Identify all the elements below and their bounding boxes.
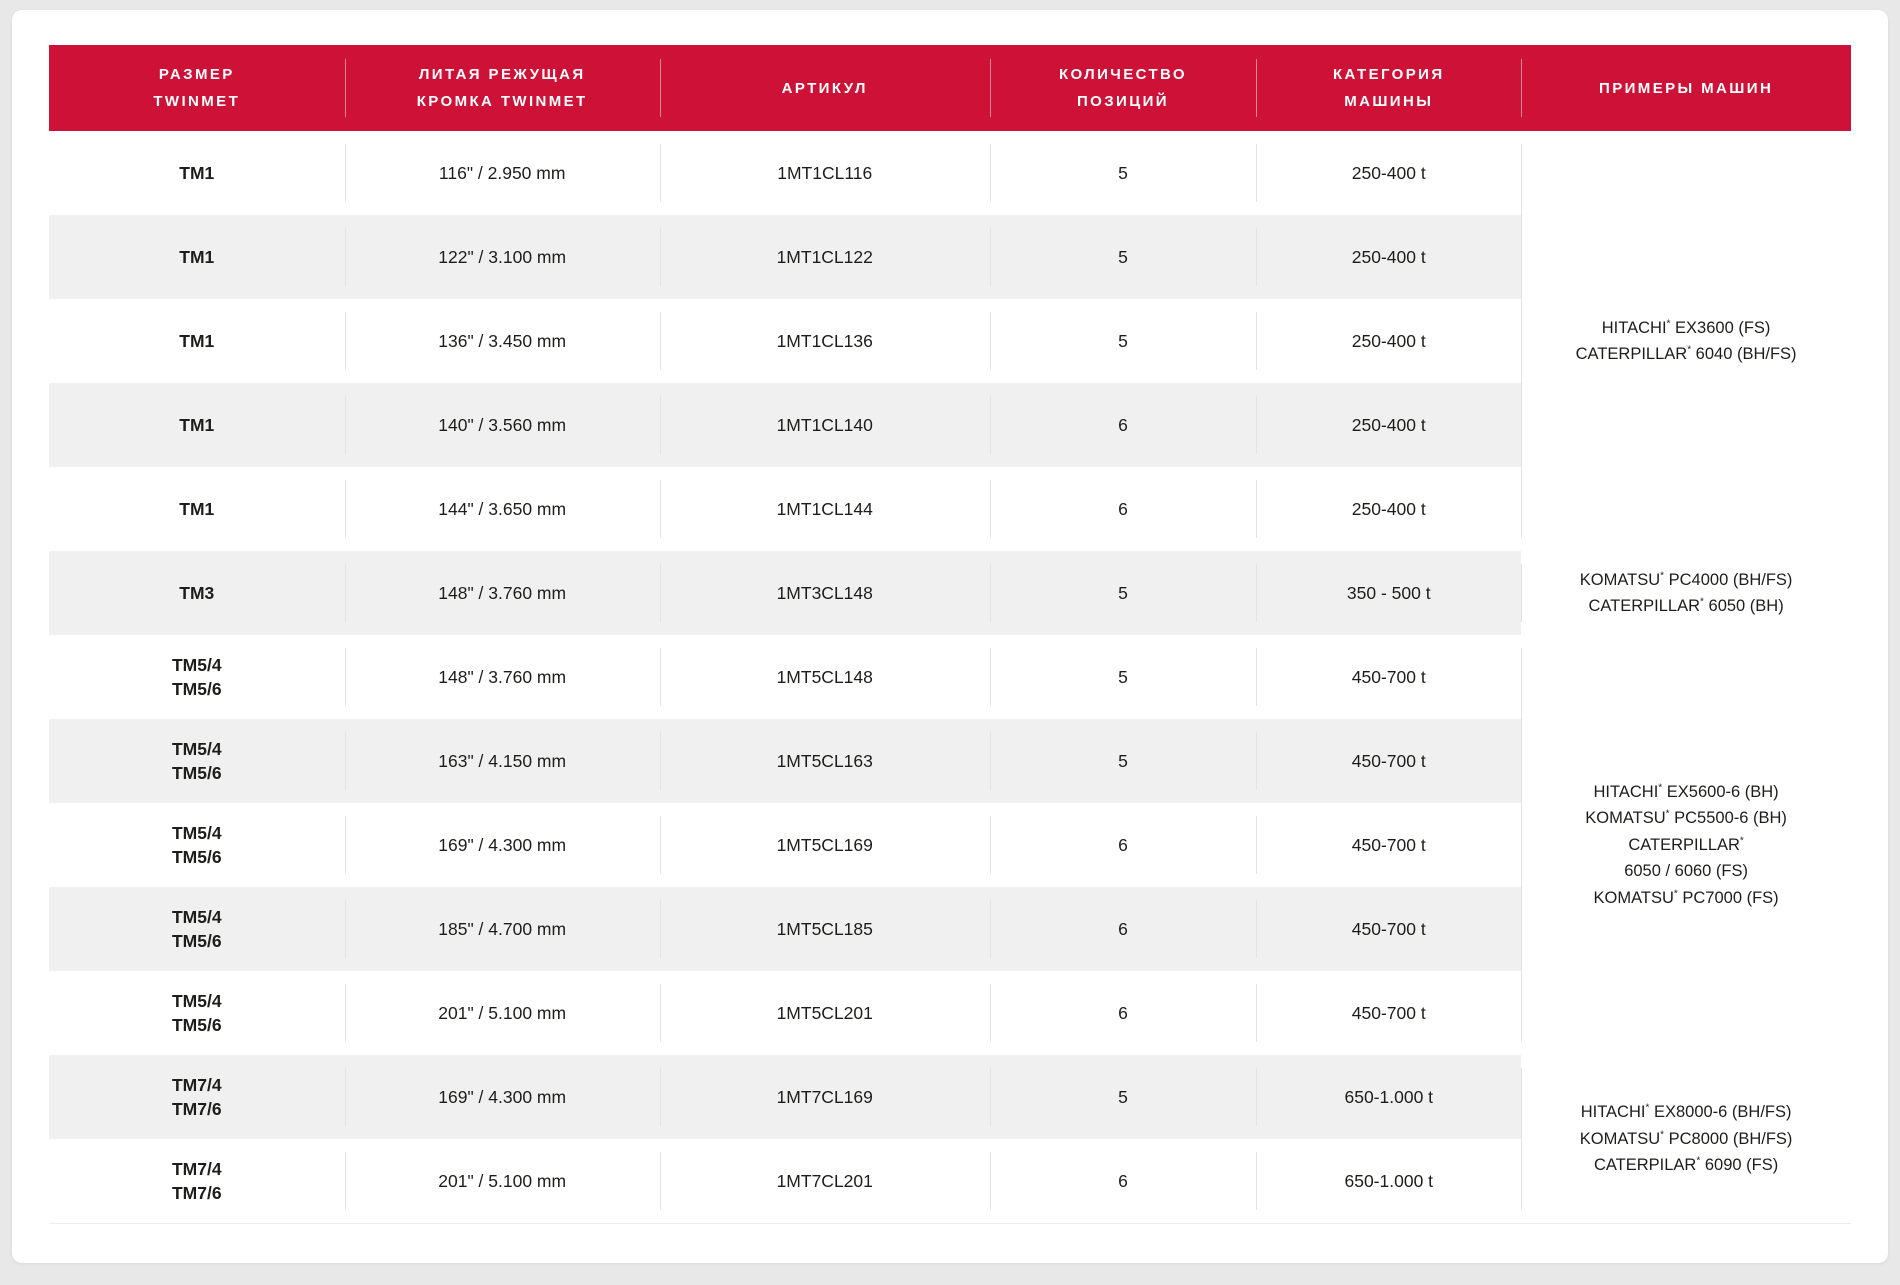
category-cell: 650-1.000 t [1256,1055,1522,1139]
positions-cell: 6 [989,1139,1257,1223]
sku-cell: 1MT5CL148 [659,635,990,719]
table-row: TM7/4 TM7/6 201" / 5.100 mm 1MT7CL201 6 650-1… [49,1139,1851,1223]
cast-edge-cell: 122" / 3.100 mm [344,215,660,299]
column-header-size: РАЗМЕР TWINMET [49,45,345,131]
twinmet-size-table: РАЗМЕР TWINMET ЛИТАЯ РЕЖУЩАЯ КРОМКА TWIN… [49,45,1851,1224]
cast-edge-cell: 136" / 3.450 mm [344,299,660,383]
cast-edge-cell: 201" / 5.100 mm [344,1139,660,1223]
table-body: TM1 116" / 2.950 mm 1MT1CL116 5 250-400 t HIT… [49,131,1851,1223]
cast-edge-cell: 144" / 3.650 mm [344,467,660,551]
positions-cell: 5 [989,1055,1257,1139]
size-cell: TM5/4 TM5/6 [49,719,345,803]
size-cell: TM1 [49,467,345,551]
size-cell: TM5/4 TM5/6 [49,803,345,887]
table-row: TM1 140" / 3.560 mm 1MT1CL140 6 250-400 t [49,383,1851,467]
category-cell: 450-700 t [1256,719,1522,803]
category-cell: 450-700 t [1256,803,1522,887]
sku-cell: 1MT7CL201 [659,1139,990,1223]
size-cell: TM1 [49,215,345,299]
table-row: TM1 122" / 3.100 mm 1MT1CL122 5 250-400 t [49,215,1851,299]
category-cell: 450-700 t [1256,635,1522,719]
category-cell: 250-400 t [1256,383,1522,467]
sku-cell: 1MT5CL169 [659,803,990,887]
column-header-sku: АРТИКУЛ [659,45,990,131]
category-cell: 250-400 t [1256,215,1522,299]
positions-cell: 5 [989,131,1257,215]
positions-cell: 6 [989,383,1257,467]
column-header-cast-edge: ЛИТАЯ РЕЖУЩАЯ КРОМКА TWINMET [344,45,660,131]
positions-cell: 6 [989,971,1257,1055]
table-row: TM7/4 TM7/6 169" / 4.300 mm 1MT7CL169 5 650-1… [49,1055,1851,1223]
cast-edge-cell: 201" / 5.100 mm [344,971,660,1055]
category-cell: 250-400 t [1256,131,1522,215]
cast-edge-cell: 169" / 4.300 mm [344,1055,660,1139]
cast-edge-cell: 148" / 3.760 mm [344,551,660,635]
machine-examples-cell: HITACHI* EX8000-6 (BH/FS) KOMATSU* PC8000… [1521,1055,1851,1223]
machine-examples-cell: KOMATSU* PC4000 (BH/FS) CATERPILLAR* 6050… [1521,551,1851,635]
cast-edge-cell: 185" / 4.700 mm [344,887,660,971]
sku-cell: 1MT1CL144 [659,467,990,551]
sku-cell: 1MT7CL169 [659,1055,990,1139]
size-cell: TM5/4 TM5/6 [49,887,345,971]
size-cell: TM7/4 TM7/6 [49,1139,345,1223]
sku-cell: 1MT1CL116 [659,131,990,215]
table-row: TM1 116" / 2.950 mm 1MT1CL116 5 250-400 t HIT… [49,131,1851,551]
table-row: TM5/4 TM5/6 169" / 4.300 mm 1MT5CL169 6 450-7… [49,803,1851,887]
cast-edge-cell: 163" / 4.150 mm [344,719,660,803]
cast-edge-cell: 116" / 2.950 mm [344,131,660,215]
sku-cell: 1MT5CL163 [659,719,990,803]
size-cell: TM1 [49,299,345,383]
sku-cell: 1MT5CL185 [659,887,990,971]
table-row: TM1 136" / 3.450 mm 1MT1CL136 5 250-400 t [49,299,1851,383]
page-card: РАЗМЕР TWINMET ЛИТАЯ РЕЖУЩАЯ КРОМКА TWIN… [12,10,1888,1263]
cast-edge-cell: 148" / 3.760 mm [344,635,660,719]
header-row: РАЗМЕР TWINMET ЛИТАЯ РЕЖУЩАЯ КРОМКА TWIN… [49,45,1851,131]
positions-cell: 5 [989,719,1257,803]
category-cell: 650-1.000 t [1256,1139,1522,1223]
positions-cell: 6 [989,467,1257,551]
table-row: TM5/4 TM5/6 163" / 4.150 mm 1MT5CL163 5 450-7… [49,719,1851,803]
size-cell: TM1 [49,131,345,215]
positions-cell: 6 [989,803,1257,887]
size-cell: TM5/4 TM5/6 [49,971,345,1055]
machine-examples-cell: HITACHI* EX5600-6 (BH) KOMATSU* PC5500-6 … [1521,635,1851,1055]
machine-examples-cell: HITACHI* EX3600 (FS) CATERPILLAR* 6040 (B… [1521,131,1851,551]
positions-cell: 5 [989,299,1257,383]
table-header: РАЗМЕР TWINMET ЛИТАЯ РЕЖУЩАЯ КРОМКА TWIN… [49,45,1851,131]
table-row: TM5/4 TM5/6 201" / 5.100 mm 1MT5CL201 6 450-7… [49,971,1851,1055]
table-row: TM5/4 TM5/6 148" / 3.760 mm 1MT5CL148 5 450-7… [49,635,1851,1055]
column-header-machine-category: КАТЕГОРИЯ МАШИНЫ [1256,45,1522,131]
column-header-machine-examples: ПРИМЕРЫ МАШИН [1521,45,1851,131]
category-cell: 250-400 t [1256,299,1522,383]
positions-cell: 5 [989,215,1257,299]
sku-cell: 1MT1CL122 [659,215,990,299]
positions-cell: 5 [989,635,1257,719]
cast-edge-cell: 169" / 4.300 mm [344,803,660,887]
category-cell: 450-700 t [1256,971,1522,1055]
sku-cell: 1MT3CL148 [659,551,990,635]
positions-cell: 6 [989,887,1257,971]
sku-cell: 1MT1CL136 [659,299,990,383]
size-cell: TM3 [49,551,345,635]
size-cell: TM1 [49,383,345,467]
table-row: TM1 144" / 3.650 mm 1MT1CL144 6 250-400 t [49,467,1851,551]
category-cell: 250-400 t [1256,467,1522,551]
sku-cell: 1MT5CL201 [659,971,990,1055]
size-cell: TM5/4 TM5/6 [49,635,345,719]
positions-cell: 5 [989,551,1257,635]
size-cell: TM7/4 TM7/6 [49,1055,345,1139]
table-row: TM5/4 TM5/6 185" / 4.700 mm 1MT5CL185 6 450-7… [49,887,1851,971]
cast-edge-cell: 140" / 3.560 mm [344,383,660,467]
category-cell: 450-700 t [1256,887,1522,971]
column-header-positions: КОЛИЧЕСТВО ПОЗИЦИЙ [989,45,1257,131]
category-cell: 350 - 500 t [1256,551,1522,635]
sku-cell: 1MT1CL140 [659,383,990,467]
